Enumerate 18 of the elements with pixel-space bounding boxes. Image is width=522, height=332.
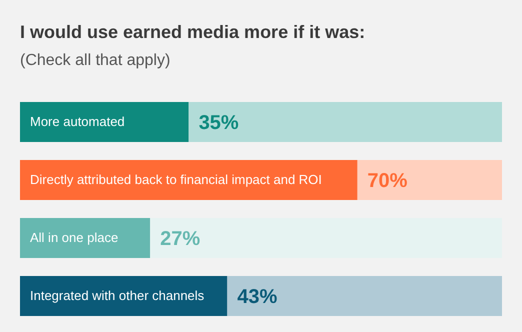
y-tick-label: More automated [30, 114, 125, 129]
bar [357, 160, 502, 200]
data-label: 70% [367, 170, 408, 192]
y-tick-label: Integrated with other channels [30, 288, 205, 303]
bar [20, 218, 150, 258]
bar [20, 160, 358, 200]
data-label: 27% [160, 228, 200, 250]
data-label: 43% [237, 286, 278, 308]
bar [20, 276, 228, 316]
y-tick-label: Directly attributed back to financial impact and ROI [30, 172, 322, 187]
bar [150, 218, 502, 258]
y-tick-label: All in one place [30, 230, 118, 245]
bar [188, 102, 502, 142]
chart-subtitle: (Check all that apply) [20, 52, 170, 70]
bar [20, 102, 189, 142]
bar [227, 276, 502, 316]
chart-title: I would use earned media more if it was: [20, 22, 366, 43]
data-label: 35% [198, 112, 239, 134]
